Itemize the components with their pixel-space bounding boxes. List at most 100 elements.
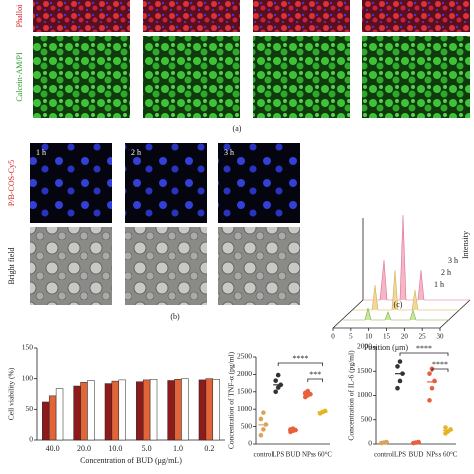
bar — [104, 383, 113, 441]
trace — [353, 269, 460, 311]
data-point — [261, 427, 266, 432]
time-label: 1 h — [36, 148, 46, 157]
y-axis-label: Concentration of IL-6 (pg/ml) — [347, 350, 356, 441]
panel-label: (b) — [170, 312, 180, 321]
data-point — [448, 427, 453, 432]
x-tick-label: NPs — [302, 451, 314, 459]
data-point — [258, 416, 264, 422]
data-point — [275, 372, 281, 378]
trace — [363, 214, 470, 301]
micrograph — [143, 36, 240, 118]
panel-a: Phalloi Calcein-AM/PI (a) — [15, 0, 470, 133]
data-point — [305, 388, 311, 394]
data-point — [261, 410, 266, 415]
micrograph — [362, 0, 470, 32]
y-tick-label: 0 — [368, 439, 372, 448]
micrograph — [33, 36, 130, 118]
bar — [174, 379, 182, 441]
annotation: **** — [292, 354, 308, 363]
bar — [149, 379, 158, 441]
bar — [167, 380, 175, 441]
data-point — [395, 364, 400, 369]
x-tick-label: s 60°C — [313, 451, 332, 459]
y-tick-label: 150 — [22, 343, 34, 352]
panel-label: (c) — [394, 300, 403, 309]
x-tick-label: 10.0 — [108, 444, 122, 453]
micrograph — [218, 227, 300, 305]
bar — [42, 401, 50, 441]
micrograph — [30, 227, 112, 305]
micrograph — [362, 36, 470, 118]
y-tick-label: 2000 — [357, 342, 372, 351]
x-tick-label: LPS — [272, 451, 284, 459]
panel-b: 1 h 2 h 3 h P/B-COS-Cy5 Bright field (b) — [7, 143, 300, 321]
y-tick-label: 100 — [22, 373, 34, 382]
micrograph — [33, 0, 130, 32]
y-axis-label: Cell viability (%) — [7, 367, 16, 420]
significance-bracket — [277, 362, 324, 366]
bar — [205, 378, 214, 441]
micrograph — [143, 0, 240, 32]
data-point — [397, 378, 403, 384]
x-tick-label: 25 — [419, 333, 427, 341]
bar — [142, 379, 151, 441]
x-tick-label: s 60°C — [439, 451, 458, 459]
x-tick-label: control — [253, 451, 273, 459]
y-tick-label: 500 — [241, 421, 253, 430]
data-point — [395, 385, 400, 391]
significance-bracket — [431, 368, 449, 372]
annotation: **** — [416, 344, 432, 353]
micrograph — [125, 143, 207, 223]
x-tick-label: 1.0 — [173, 444, 183, 453]
bar — [212, 379, 220, 441]
annotation: *** — [309, 370, 321, 379]
data-point — [273, 378, 279, 383]
bar — [73, 385, 81, 441]
bar — [111, 380, 120, 441]
x-tick-label: 5.0 — [142, 444, 152, 453]
row-label: Calcein-AM/PI — [15, 52, 24, 102]
bar — [80, 382, 88, 441]
panel-c: Intensity 3 h 2 h 1 h Position (μm) (c) — [332, 214, 471, 352]
axis-label: Intensity — [461, 231, 470, 259]
significance-bracket — [307, 378, 324, 382]
x-tick-label: BUD — [409, 451, 424, 459]
trace — [343, 307, 450, 321]
bar — [198, 379, 207, 441]
data-point — [427, 398, 432, 403]
y-tick-label: 1500 — [237, 387, 252, 396]
micrograph — [30, 143, 112, 223]
bar — [181, 378, 189, 441]
y-tick-label: 1000 — [357, 390, 372, 399]
panel-label: (a) — [233, 124, 242, 133]
row-label: Bright field — [7, 247, 16, 284]
data-point — [258, 433, 264, 438]
micrograph — [125, 227, 207, 305]
bar — [118, 379, 126, 441]
y-axis-label: Concentration of TNF-α (pg/ml) — [227, 351, 236, 449]
x-tick-label: 20 — [401, 333, 409, 341]
x-tick-label: LPS — [394, 451, 406, 459]
y-tick-label: 2500 — [237, 352, 252, 361]
data-point — [427, 371, 432, 376]
x-tick-label: BUD — [286, 451, 301, 459]
bar — [48, 395, 57, 441]
micrograph — [218, 143, 300, 223]
y-tick-label: 1000 — [237, 404, 252, 413]
x-axis-label: Concentration of BUD (μg/mL) — [80, 456, 182, 465]
data-point — [397, 359, 403, 364]
x-tick-label: 10 — [365, 333, 373, 341]
y-tick-label: 1500 — [357, 366, 372, 375]
significance-bracket — [399, 352, 449, 356]
x-tick-label: 0 — [331, 333, 335, 341]
y-tick-label: 500 — [361, 414, 373, 423]
micrograph — [253, 0, 350, 32]
row-label: Phalloi — [15, 4, 24, 27]
y-tick-label: 2000 — [237, 369, 252, 378]
x-tick-label: 15 — [383, 333, 391, 341]
x-tick-label: NPs — [426, 451, 438, 459]
y-tick-label: 0 — [248, 439, 252, 448]
y-tick-label: 50 — [26, 404, 34, 413]
data-point — [443, 425, 448, 430]
bar — [136, 381, 144, 441]
